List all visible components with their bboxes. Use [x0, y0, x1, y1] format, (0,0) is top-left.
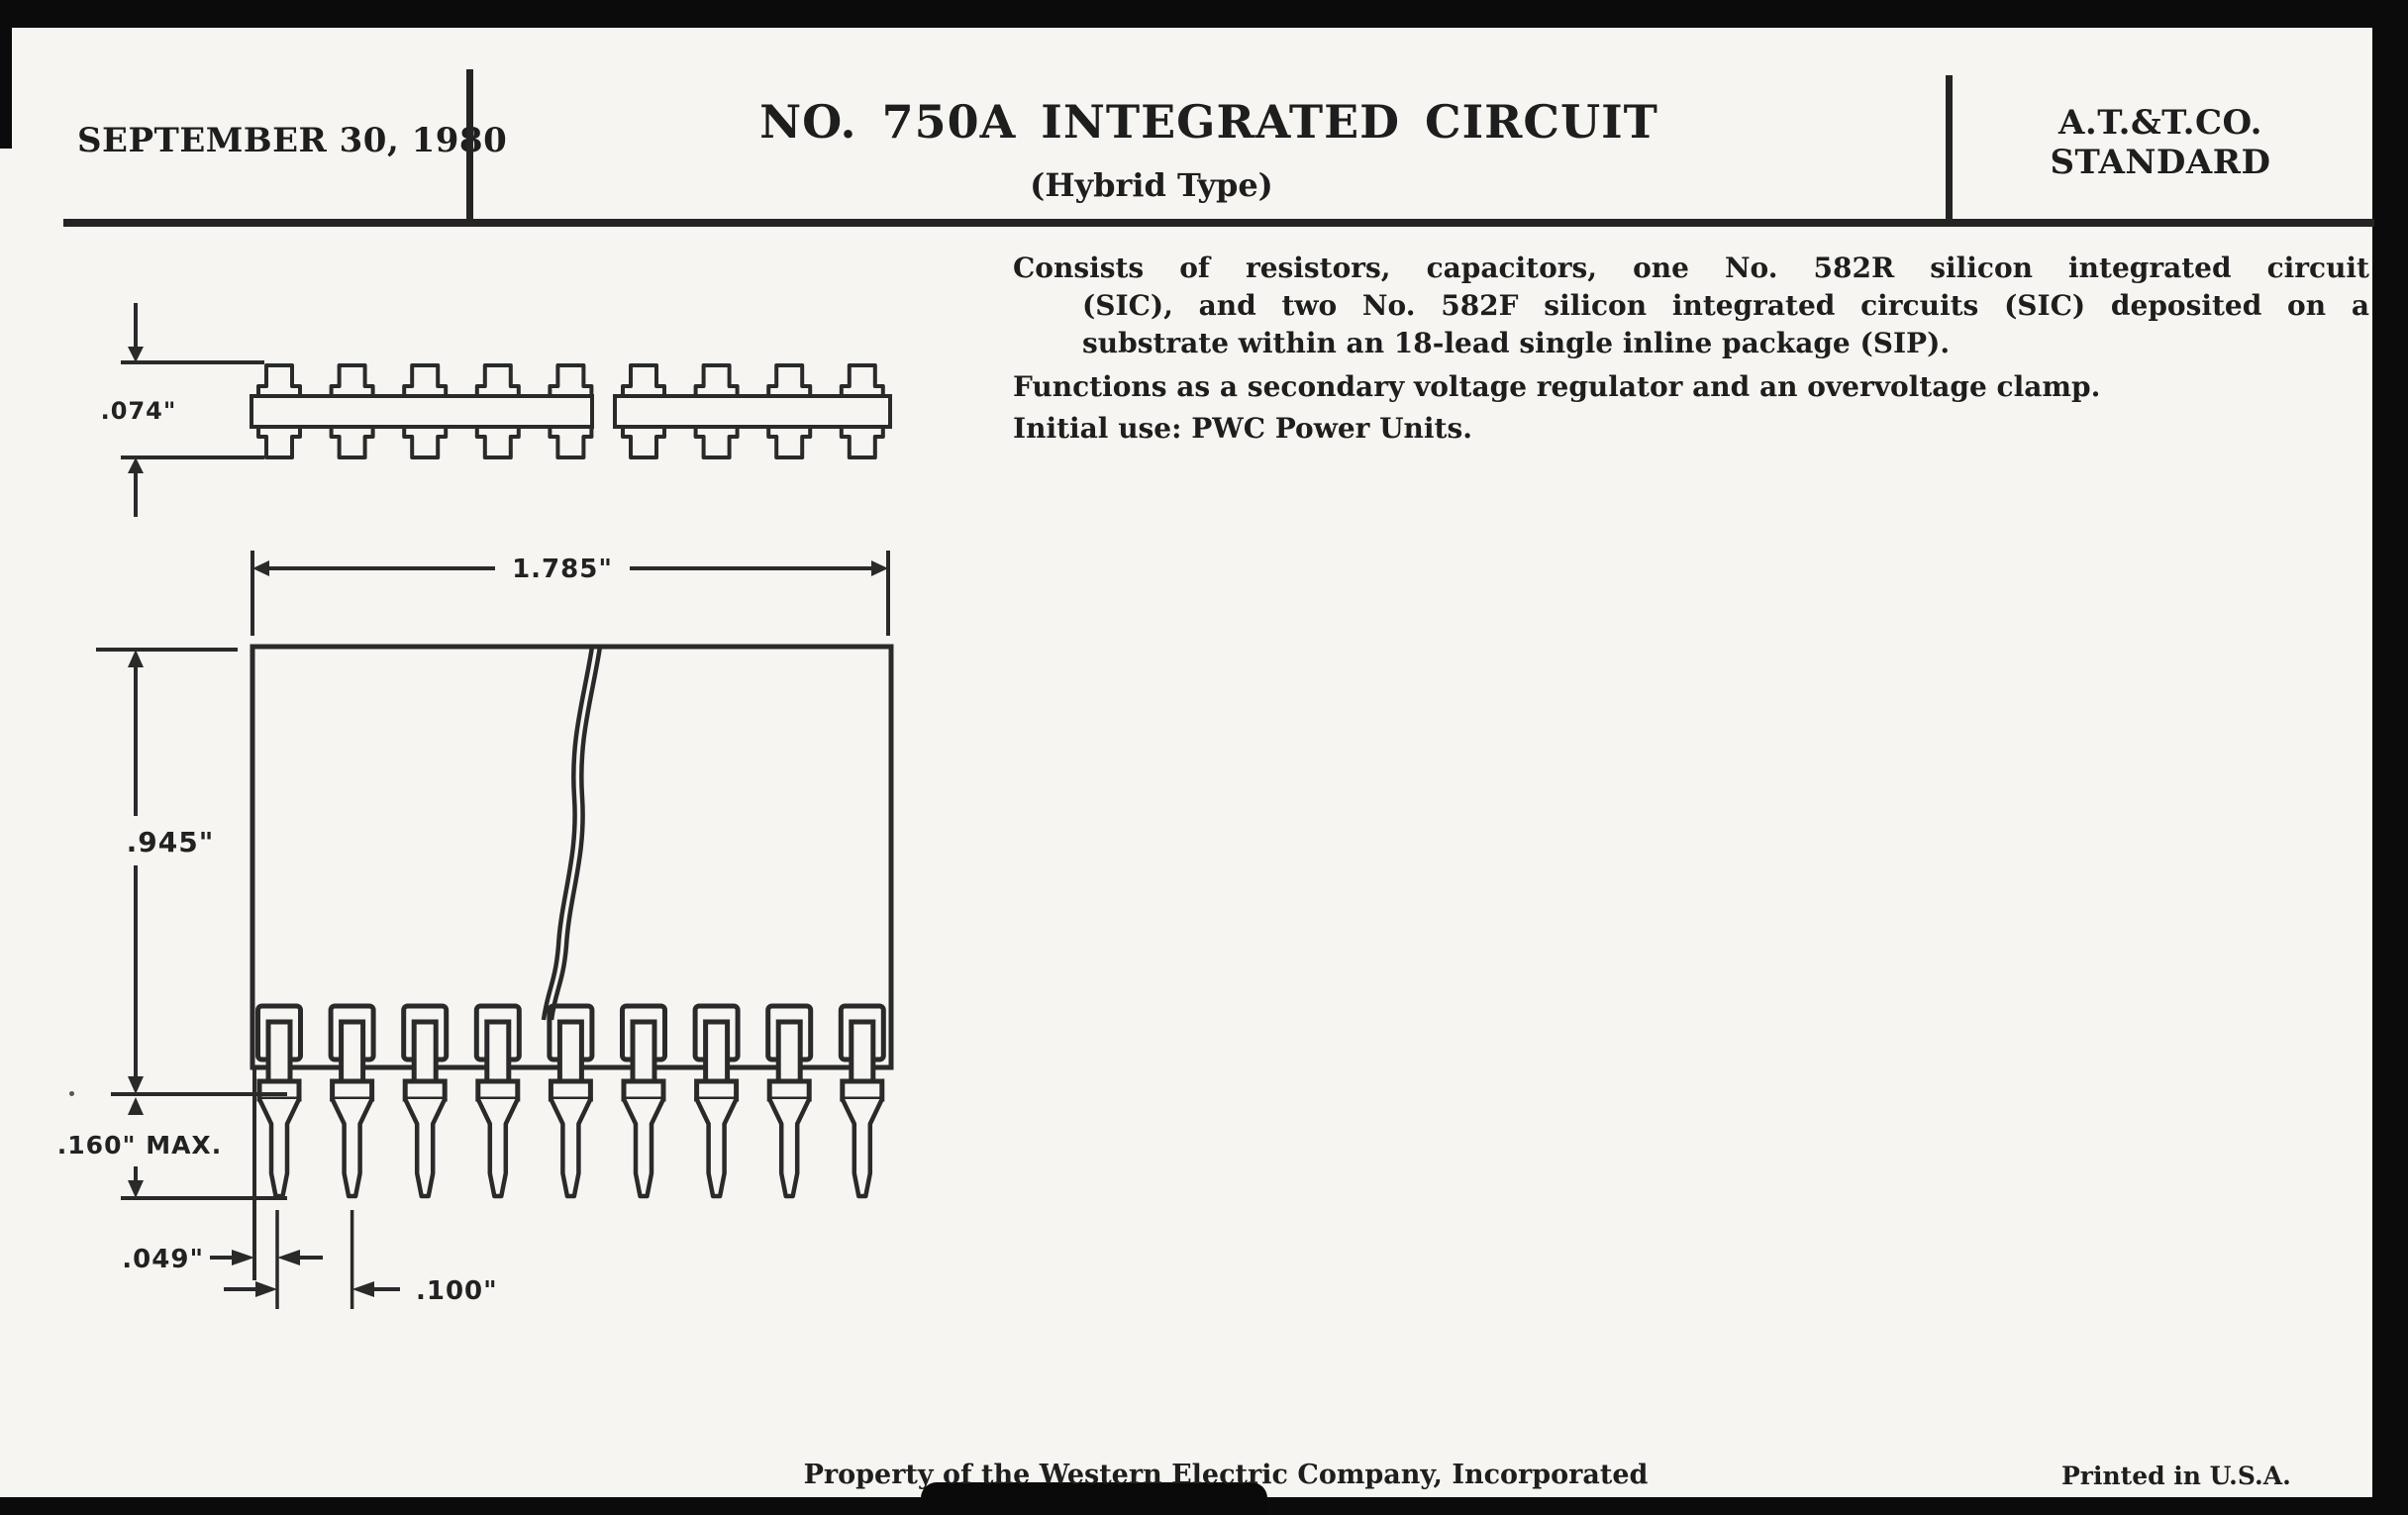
scan-speck — [69, 1091, 74, 1096]
pin — [550, 1006, 592, 1196]
lead-length-label: .160" MAX. — [57, 1131, 222, 1160]
front-view-drawing: 1.785" .945" .160" MAX. — [57, 551, 894, 1309]
dimension-thickness: .074" — [101, 303, 264, 517]
description-initial-use: Initial use: PWC Power Units. — [1013, 412, 1472, 445]
header-rule — [63, 219, 2374, 227]
package-bar-right — [613, 394, 892, 429]
description-line: (SIC), and two No. 582F silicon integrat… — [1082, 289, 2369, 322]
page-subtitle: (Hybrid Type) — [1030, 166, 1273, 204]
header-divider-left — [466, 69, 473, 220]
pin — [768, 1006, 811, 1196]
dimension-lead-length: .160" MAX. — [57, 1097, 287, 1200]
thickness-label: .074" — [101, 397, 177, 425]
dimension-lead-width: .049" — [122, 1210, 323, 1309]
header-divider-right — [1946, 75, 1953, 220]
body-height-label: .945" — [127, 826, 215, 858]
footer-printed-in: Printed in U.S.A. — [2061, 1462, 2291, 1490]
footer-property-notice: Property of the Western Electric Company… — [803, 1460, 1649, 1490]
dimension-body-height: .945" — [96, 648, 287, 1096]
lead-tabs-bottom — [256, 423, 885, 459]
scan-edge-right — [2372, 0, 2408, 1515]
dimension-body-width: 1.785" — [251, 551, 890, 636]
pin — [404, 1006, 447, 1196]
description-line: Consists of resistors, capacitors, one N… — [1013, 252, 2369, 284]
standard-stamp: A.T.&T.CO. STANDARD — [1953, 103, 2368, 182]
lead-tabs-top — [256, 363, 885, 400]
document-date: SEPTEMBER 30, 1980 — [77, 121, 508, 160]
pin — [331, 1006, 373, 1196]
leads — [258, 1006, 884, 1196]
body-width-label: 1.785" — [512, 555, 613, 584]
lead-width-label: .049" — [122, 1245, 204, 1274]
pin — [841, 1006, 883, 1196]
pin — [695, 1006, 738, 1196]
pin — [476, 1006, 519, 1196]
standard-line1: A.T.&T.CO. — [2058, 103, 2262, 143]
dimension-lead-pitch: .100" — [224, 1210, 498, 1309]
pin — [258, 1006, 301, 1196]
description-functions: Functions as a secondary voltage regulat… — [1013, 370, 2101, 403]
lead-pitch-label: .100" — [416, 1276, 498, 1306]
break-line — [541, 646, 603, 1021]
side-view-drawing: .074" — [101, 303, 892, 517]
package-bar-left — [250, 394, 594, 429]
standard-line2: STANDARD — [2050, 143, 2271, 182]
pin — [623, 1006, 665, 1196]
description-line: substrate within an 18-lead single inlin… — [1082, 327, 1951, 359]
page-title: NO. 750A INTEGRATED CIRCUIT — [759, 95, 1658, 149]
scan-edge-left — [0, 0, 12, 149]
scan-edge-top — [0, 0, 2408, 28]
scan-blob — [921, 1482, 1267, 1515]
